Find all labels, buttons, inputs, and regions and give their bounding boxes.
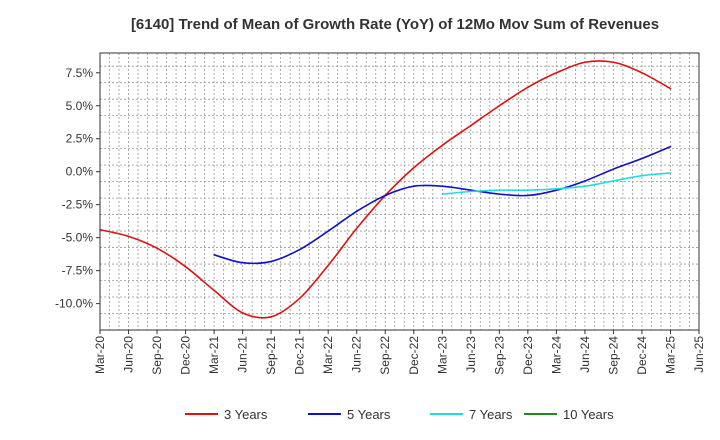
y-tick-label: 5.0%: [66, 99, 94, 113]
x-tick-label: Mar-25: [663, 336, 677, 374]
x-tick-label: Dec-20: [179, 336, 193, 375]
chart-title: [6140] Trend of Mean of Growth Rate (YoY…: [131, 16, 659, 33]
x-tick-label: Sep-22: [378, 336, 392, 375]
x-tick-label: Jun-20: [122, 336, 136, 373]
x-tick-label: Sep-24: [606, 336, 620, 375]
y-tick-label: 7.5%: [66, 66, 94, 80]
legend-label-5-years: 5 Years: [347, 407, 391, 422]
x-tick-label: Mar-20: [93, 336, 107, 374]
x-tick-label: Jun-22: [350, 336, 364, 373]
x-tick-label: Jun-23: [464, 336, 478, 373]
x-tick-label: Mar-21: [207, 336, 221, 374]
x-tick-label: Jun-21: [236, 336, 250, 373]
series-lines: [99, 60, 672, 319]
x-tick-label: Sep-23: [492, 336, 506, 375]
y-tick-label: 2.5%: [66, 132, 94, 146]
x-tick-label: Dec-24: [635, 336, 649, 375]
legend-label-7-years: 7 Years: [469, 407, 513, 422]
legend: 3 Years 5 Years 7 Years 10 Years: [185, 407, 614, 422]
y-tick-label: -5.0%: [62, 231, 94, 245]
x-tick-label: Mar-24: [549, 336, 563, 374]
x-tick-label: Mar-22: [321, 336, 335, 374]
series-line-5-years: [213, 145, 672, 265]
x-tick-label: Jun-24: [578, 336, 592, 373]
x-axis: Mar-20 Jun-20 Sep-20 Dec-20 Mar-21 Jun-21 Sep-…: [93, 330, 706, 375]
legend-label-10-years: 10 Years: [563, 407, 614, 422]
series-line-7-years: [441, 172, 672, 195]
x-tick-label: Dec-23: [521, 336, 535, 375]
legend-label-3-years: 3 Years: [224, 407, 268, 422]
x-tick-label: Dec-21: [293, 336, 307, 375]
y-tick-label: -2.5%: [62, 198, 94, 212]
x-tick-label: Jun-25: [692, 336, 706, 373]
y-tick-label: 0.0%: [66, 165, 94, 179]
x-tick-label: Mar-23: [435, 336, 449, 374]
x-tick-label: Sep-20: [150, 336, 164, 375]
y-axis: 7.5% 5.0% 2.5% 0.0% -2.5% -5.0% -7.5% -10.0%: [55, 66, 100, 311]
x-tick-label: Sep-21: [264, 336, 278, 375]
x-tick-label: Dec-22: [407, 336, 421, 375]
plot-area: [100, 53, 699, 330]
plot-frame: [99, 52, 700, 331]
y-tick-label: -7.5%: [62, 264, 94, 278]
y-tick-label: -10.0%: [55, 297, 93, 311]
